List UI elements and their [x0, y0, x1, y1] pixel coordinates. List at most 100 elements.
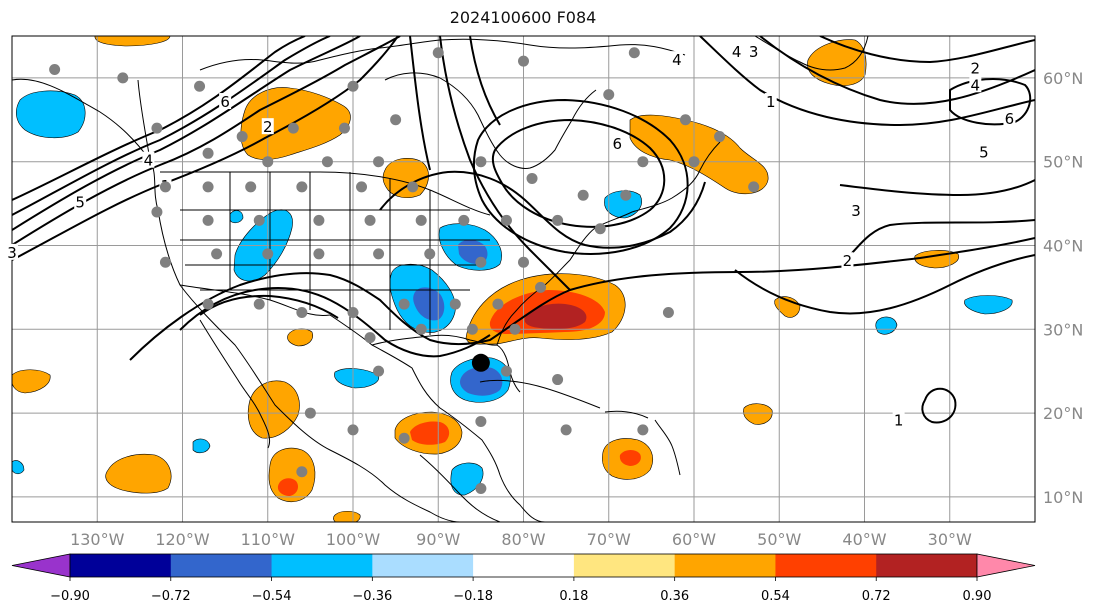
station-marker — [159, 181, 171, 193]
contour-label: 3 — [7, 244, 17, 262]
contour-label: 4 — [732, 43, 742, 61]
station-marker — [202, 147, 214, 159]
anomaly-patch-caribbean-core — [619, 449, 641, 466]
latitude-tick-label: 20°N — [1043, 404, 1083, 423]
colorbar-bin — [271, 554, 373, 577]
contour-label-bg — [841, 252, 854, 269]
anomaly-patch-sierra-negative — [229, 210, 244, 224]
contour-label-bg — [969, 59, 982, 76]
contour-label: 4 — [672, 51, 682, 69]
longitude-tick-label: 110°W — [241, 530, 296, 549]
station-marker — [475, 156, 487, 168]
contour-line — [921, 387, 957, 424]
contour-label-bg — [977, 143, 990, 160]
anomaly-patch-southeast-us-peak — [524, 303, 587, 330]
station-marker — [262, 248, 274, 260]
anomaly-patch-atlantic-negative-small — [875, 316, 898, 335]
longitude-tick-label: 80°W — [501, 530, 545, 549]
station-marker — [552, 374, 564, 386]
station-marker — [577, 189, 589, 201]
station-marker — [407, 181, 419, 193]
contour-line — [439, 36, 571, 291]
colorbar-tick-label: −0.72 — [151, 589, 191, 604]
station-marker — [560, 424, 572, 436]
contour-label: 4 — [144, 152, 154, 170]
station-marker — [304, 407, 316, 419]
contour-line — [759, 36, 1035, 105]
contour-label-bg — [892, 411, 905, 428]
station-marker — [518, 55, 529, 67]
station-marker — [449, 298, 461, 310]
anomaly-patch-far-pacific — [12, 369, 51, 394]
contour-line — [12, 36, 401, 246]
anomaly-patch-baja — [247, 380, 300, 439]
anomaly-patch-mexico-coast — [334, 368, 380, 389]
contour-line — [199, 294, 339, 319]
storm-center-marker — [471, 353, 490, 372]
contour-label-bg — [670, 51, 683, 68]
latitude-tick-label: 50°N — [1043, 153, 1083, 172]
station-marker — [321, 156, 333, 168]
contour-label-bg — [74, 193, 87, 210]
station-marker — [475, 256, 487, 268]
station-marker — [253, 298, 265, 310]
station-marker — [117, 72, 129, 84]
station-marker — [415, 323, 427, 335]
station-marker — [262, 156, 274, 168]
station-marker — [313, 248, 325, 260]
contour-label-bg — [730, 42, 743, 59]
station-marker — [296, 307, 308, 319]
station-marker — [151, 206, 163, 218]
station-marker — [552, 214, 564, 226]
coastline-central-america — [419, 454, 501, 522]
contour-label-bg — [969, 76, 982, 93]
contour-label: 2 — [263, 118, 273, 136]
anomaly-patch-atlantic-negative — [964, 295, 1013, 315]
station-marker — [509, 323, 521, 335]
contour-line — [472, 98, 689, 255]
longitude-tick-label: 90°W — [416, 530, 460, 549]
colorbar-bin — [70, 554, 172, 577]
station-marker — [347, 307, 359, 319]
contour-label-bg — [261, 118, 274, 135]
contour-line — [491, 118, 666, 228]
station-marker — [475, 415, 487, 427]
station-marker — [398, 432, 410, 444]
station-marker — [202, 298, 214, 310]
contour-label: 1 — [766, 93, 776, 111]
station-marker — [500, 214, 512, 226]
latitude-tick-label: 30°N — [1043, 320, 1083, 339]
station-marker — [398, 298, 410, 310]
contour-line — [12, 36, 399, 261]
station-marker — [628, 47, 640, 59]
station-marker — [662, 307, 674, 319]
contour-line — [129, 237, 1035, 361]
station-marker — [296, 181, 308, 193]
anomaly-patch-atlantic-east — [914, 250, 959, 269]
station-marker — [466, 323, 478, 335]
anomaly-patch-pacific-negative — [192, 438, 211, 454]
contour-label-bg — [6, 243, 18, 260]
colorbar-tick-label: −0.18 — [453, 589, 493, 604]
map-frame — [11, 35, 1036, 523]
station-marker — [637, 424, 649, 436]
contour-line — [12, 36, 306, 201]
colorbar-tick-label: 0.36 — [660, 589, 689, 604]
station-markers — [49, 47, 760, 494]
coastline-hispaniola — [604, 410, 649, 419]
station-marker — [236, 131, 248, 143]
colorbar-bin — [573, 554, 676, 577]
colorbar-tick-label: 0.54 — [761, 589, 790, 604]
colorbar-bin — [372, 554, 474, 577]
contour-line — [839, 179, 1035, 197]
coastline-hudson — [384, 72, 597, 169]
station-marker — [287, 122, 299, 134]
latitude-tick-label: 40°N — [1043, 236, 1083, 255]
station-marker — [475, 482, 487, 494]
colorbar-tick-label: −0.54 — [252, 589, 292, 604]
colorbar-tick-label: 0.18 — [559, 589, 588, 604]
anomaly-patch-west-coast-negative — [12, 460, 25, 475]
station-marker — [159, 256, 171, 268]
contour-label-bg — [849, 201, 862, 218]
storm-center — [471, 353, 490, 372]
